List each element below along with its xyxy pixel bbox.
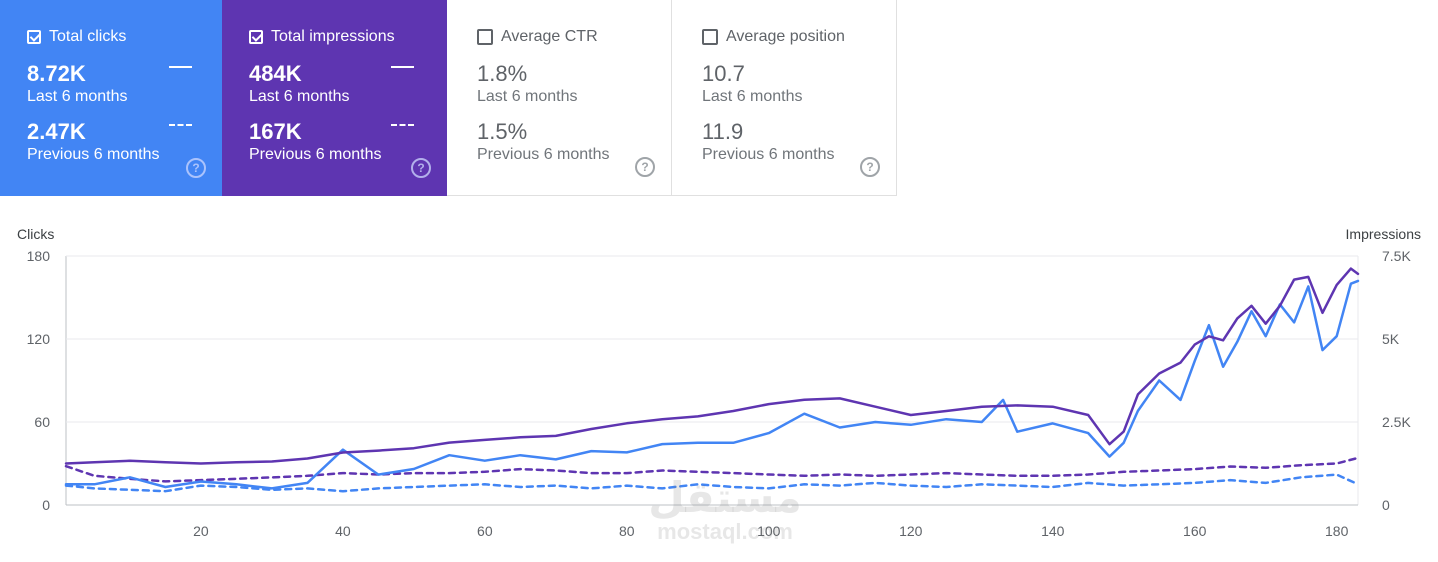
average-position-label: Average position [726, 28, 845, 45]
impressions-previous-period: Previous 6 months [249, 146, 382, 163]
total-impressions-label: Total impressions [271, 28, 395, 45]
checkbox-unchecked-icon[interactable] [702, 29, 718, 45]
total-impressions-line [64, 267, 1360, 465]
clicks-current-value: 8.72K [27, 61, 86, 86]
average-position-header[interactable]: Average position [702, 28, 896, 46]
help-circle-icon[interactable]: ? [635, 157, 655, 177]
position-current-period: Last 6 months [702, 88, 803, 105]
position-previous-value: 11.9 [702, 119, 744, 144]
metric-cards: Total clicks 8.72K Last 6 months 2.47K P… [0, 0, 897, 196]
x-tick-label: 80 [619, 523, 635, 539]
total-clicks-label: Total clicks [49, 28, 127, 45]
impressions-current-period: Last 6 months [249, 88, 350, 105]
y2-tick-label: 2.5K [1382, 414, 1411, 430]
x-tick-label: 100 [757, 523, 781, 539]
checkbox-checked-icon[interactable] [249, 30, 263, 44]
total-clicks-header[interactable]: Total clicks [27, 28, 222, 46]
help-circle-icon[interactable]: ? [411, 158, 431, 178]
x-tick-label: 180 [1325, 523, 1349, 539]
ctr-previous-value: 1.5% [477, 119, 528, 144]
help-circle-icon[interactable]: ? [186, 158, 206, 178]
impressions-previous-value: 167K [249, 119, 302, 144]
dashed-line-legend-icon [391, 124, 414, 126]
total-impressions-previous-line [64, 456, 1360, 483]
x-tick-label: 120 [899, 523, 923, 539]
average-ctr-header[interactable]: Average CTR [477, 28, 671, 46]
impressions-current-value: 484K [249, 61, 302, 86]
y-axis-label: Clicks [17, 226, 54, 242]
total-clicks-card[interactable]: Total clicks 8.72K Last 6 months 2.47K P… [0, 0, 222, 196]
ctr-current-value: 1.8% [477, 61, 528, 86]
x-tick-label: 40 [335, 523, 351, 539]
total-impressions-header[interactable]: Total impressions [249, 28, 447, 46]
y-tick-label: 60 [34, 414, 50, 430]
solid-line-legend-icon [391, 66, 414, 68]
y2-tick-label: 5K [1382, 331, 1400, 347]
y2-tick-label: 0 [1382, 497, 1390, 513]
ctr-previous-period: Previous 6 months [477, 146, 610, 163]
solid-line-legend-icon [169, 66, 192, 68]
y-tick-label: 180 [27, 248, 51, 264]
checkbox-unchecked-icon[interactable] [477, 29, 493, 45]
total-clicks-line [64, 279, 1360, 490]
average-position-card[interactable]: Average position 10.7 Last 6 months 11.9… [672, 0, 897, 196]
checkbox-checked-icon[interactable] [27, 30, 41, 44]
y2-axis-label: Impressions [1346, 226, 1421, 242]
x-tick-label: 160 [1183, 523, 1207, 539]
clicks-current-period: Last 6 months [27, 88, 128, 105]
x-tick-label: 20 [193, 523, 209, 539]
x-tick-label: 60 [477, 523, 493, 539]
dashed-line-legend-icon [169, 124, 192, 126]
average-ctr-card[interactable]: Average CTR 1.8% Last 6 months 1.5% Prev… [447, 0, 672, 196]
position-current-value: 10.7 [702, 61, 745, 86]
y-tick-label: 120 [27, 331, 51, 347]
position-previous-period: Previous 6 months [702, 146, 835, 163]
y2-tick-label: 7.5K [1382, 248, 1411, 264]
help-circle-icon[interactable]: ? [860, 157, 880, 177]
ctr-current-period: Last 6 months [477, 88, 578, 105]
total-clicks-previous-line [64, 473, 1360, 493]
clicks-previous-period: Previous 6 months [27, 146, 160, 163]
total-impressions-card[interactable]: Total impressions 484K Last 6 months 167… [222, 0, 447, 196]
y-tick-label: 0 [42, 497, 50, 513]
performance-chart: Clicks Impressions 0 60 120 180 0 2.5K 5K 7.5K 2… [17, 226, 1421, 539]
average-ctr-label: Average CTR [501, 28, 598, 45]
clicks-previous-value: 2.47K [27, 119, 86, 144]
x-tick-label: 140 [1041, 523, 1065, 539]
